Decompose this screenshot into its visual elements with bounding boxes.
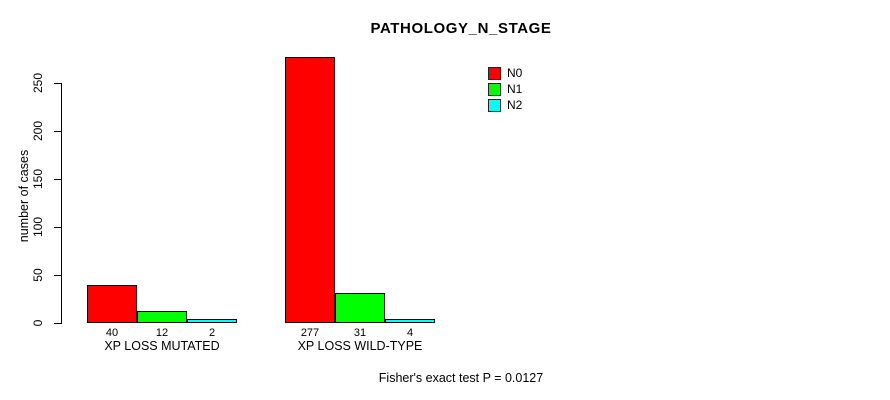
y-tick-label: 100 bbox=[31, 216, 45, 238]
bar-value-label: 31 bbox=[353, 327, 367, 339]
legend-row: N2 bbox=[488, 97, 522, 113]
bar-value-label: 4 bbox=[406, 327, 414, 339]
y-tick-label: 150 bbox=[31, 168, 45, 190]
x-category-label: XP LOSS MUTATED bbox=[104, 339, 220, 353]
bar-value-label: 12 bbox=[155, 327, 169, 339]
bar-n1 bbox=[335, 293, 385, 323]
y-tick-label: 50 bbox=[31, 268, 45, 282]
bar-value-label: 40 bbox=[105, 327, 119, 339]
bar-value-label: 277 bbox=[300, 327, 320, 339]
y-tick-mark bbox=[54, 131, 61, 132]
legend-swatch-n0 bbox=[488, 66, 501, 80]
legend-label: N0 bbox=[507, 66, 523, 80]
y-tick-mark bbox=[54, 179, 61, 180]
legend: N0 N1 N2 bbox=[488, 65, 522, 113]
legend-row: N1 bbox=[488, 81, 522, 97]
y-tick-mark bbox=[54, 83, 61, 84]
bar-n0 bbox=[285, 57, 335, 323]
legend-swatch-n1 bbox=[488, 82, 501, 96]
legend-swatch-n2 bbox=[488, 98, 501, 112]
bar-n2 bbox=[187, 319, 237, 323]
bar-n1 bbox=[137, 311, 187, 323]
y-tick-label: 0 bbox=[31, 319, 45, 327]
y-axis-line bbox=[61, 83, 62, 324]
x-category-label: XP LOSS WILD-TYPE bbox=[297, 339, 423, 353]
bar-n2 bbox=[385, 319, 435, 323]
chart-title: PATHOLOGY_N_STAGE bbox=[370, 20, 552, 37]
stat-caption: Fisher's exact test P = 0.0127 bbox=[378, 371, 544, 385]
legend-label: N1 bbox=[507, 82, 523, 96]
y-tick-mark bbox=[54, 323, 61, 324]
bar-value-label: 2 bbox=[208, 327, 216, 339]
legend-label: N2 bbox=[507, 98, 523, 112]
bar-n0 bbox=[87, 285, 137, 323]
y-tick-label: 250 bbox=[31, 72, 45, 94]
y-tick-mark bbox=[54, 275, 61, 276]
y-tick-mark bbox=[54, 227, 61, 228]
y-tick-label: 200 bbox=[31, 120, 45, 142]
legend-row: N0 bbox=[488, 65, 522, 81]
